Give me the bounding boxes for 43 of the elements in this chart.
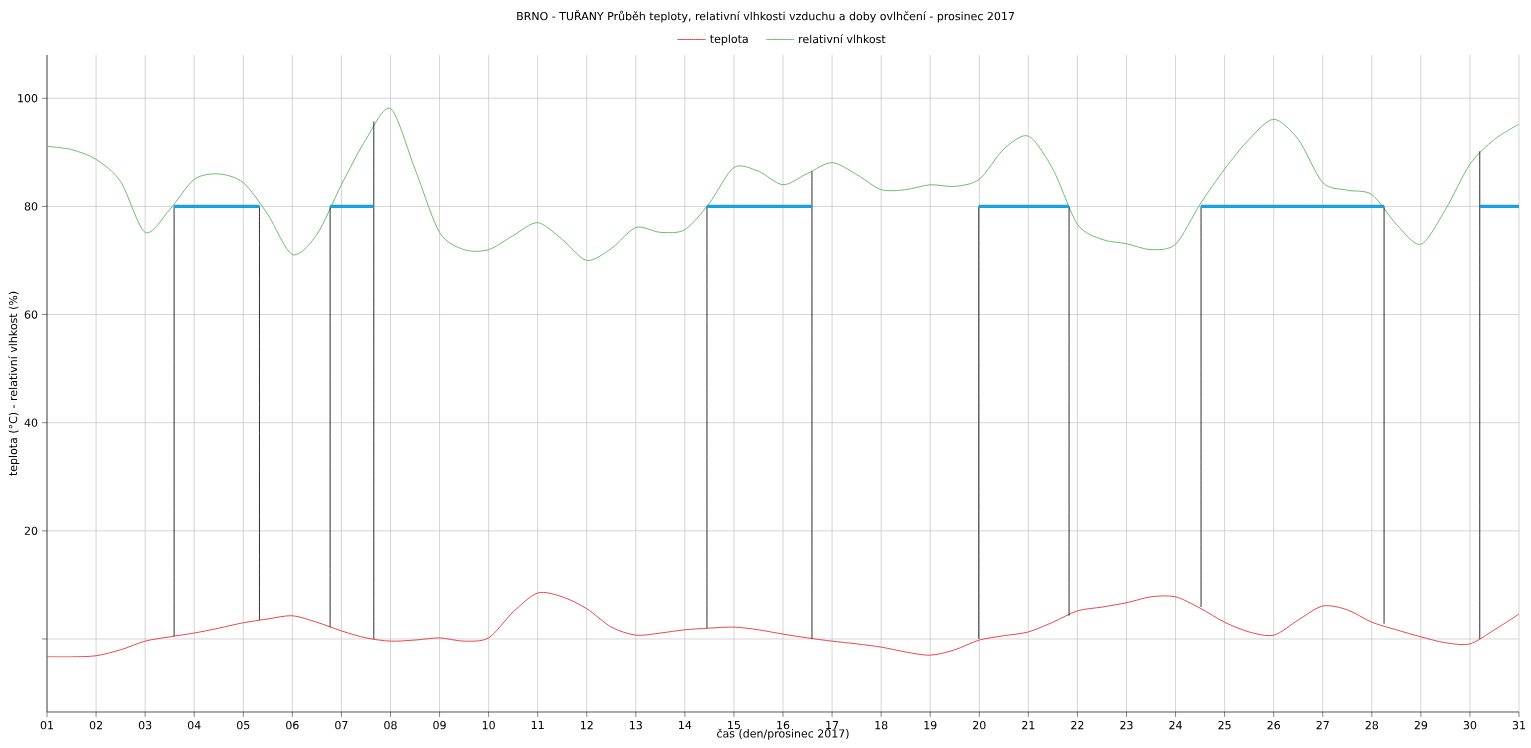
- x-tick-label: 09: [433, 720, 446, 730]
- x-tick-label: 20: [973, 720, 986, 730]
- x-tick-label: 16: [777, 720, 790, 730]
- x-tick-label: 05: [237, 720, 250, 730]
- y-tick-label: 60: [24, 310, 38, 319]
- x-tick-label: 21: [1022, 720, 1035, 730]
- line-series: [47, 108, 1520, 261]
- x-tick-label: 07: [335, 720, 348, 730]
- x-tick-label: 08: [384, 720, 397, 730]
- x-tick-label: 31: [1512, 720, 1525, 730]
- x-tick-label: 01: [40, 720, 53, 730]
- x-tick-label: 13: [630, 720, 642, 730]
- x-axis-title: čas (den/prosinec 2017): [717, 728, 849, 740]
- x-tick-label: 14: [679, 720, 692, 730]
- x-tick-label: 10: [482, 720, 495, 730]
- x-tick-label: 28: [1365, 720, 1379, 730]
- line-series: [47, 591, 1520, 658]
- x-tick-label: 26: [1267, 720, 1280, 730]
- x-tick-label: 22: [1071, 720, 1084, 730]
- legend-label: relativní vlhkost: [799, 34, 886, 44]
- y-tick-label: 20: [24, 526, 38, 535]
- x-tick-label: 15: [728, 720, 740, 730]
- x-tick-label: 29: [1414, 720, 1428, 730]
- chart-title: BRNO - TUŘANY Průběh teploty, relativní vlhkosti vzduchu a doby ovlhčení - prosinec 2017: [517, 9, 1014, 23]
- x-tick-label: 24: [1169, 720, 1182, 730]
- y-axis-title: teplota (°C) - relativní vlhkost (%): [8, 291, 20, 476]
- y-tick-label: 100: [18, 94, 38, 103]
- x-tick-label: 23: [1120, 720, 1133, 730]
- x-tick-label: 12: [580, 720, 593, 730]
- x-tick-label: 11: [531, 720, 544, 730]
- x-tick-label: 18: [875, 720, 888, 730]
- x-tick-label: 25: [1218, 720, 1231, 730]
- y-tick-label: 40: [24, 418, 38, 427]
- x-tick-label: 06: [286, 720, 299, 730]
- x-tick-label: 02: [89, 720, 102, 730]
- x-tick-label: 17: [826, 720, 839, 730]
- x-tick-label: 30: [1463, 720, 1477, 730]
- x-tick-label: 27: [1316, 720, 1329, 730]
- legend-label: teplota: [710, 34, 748, 46]
- x-tick-label: 04: [187, 720, 201, 730]
- x-tick-label: 19: [924, 720, 937, 730]
- y-tick-label: 80: [24, 202, 38, 211]
- x-tick-label: 03: [138, 720, 152, 730]
